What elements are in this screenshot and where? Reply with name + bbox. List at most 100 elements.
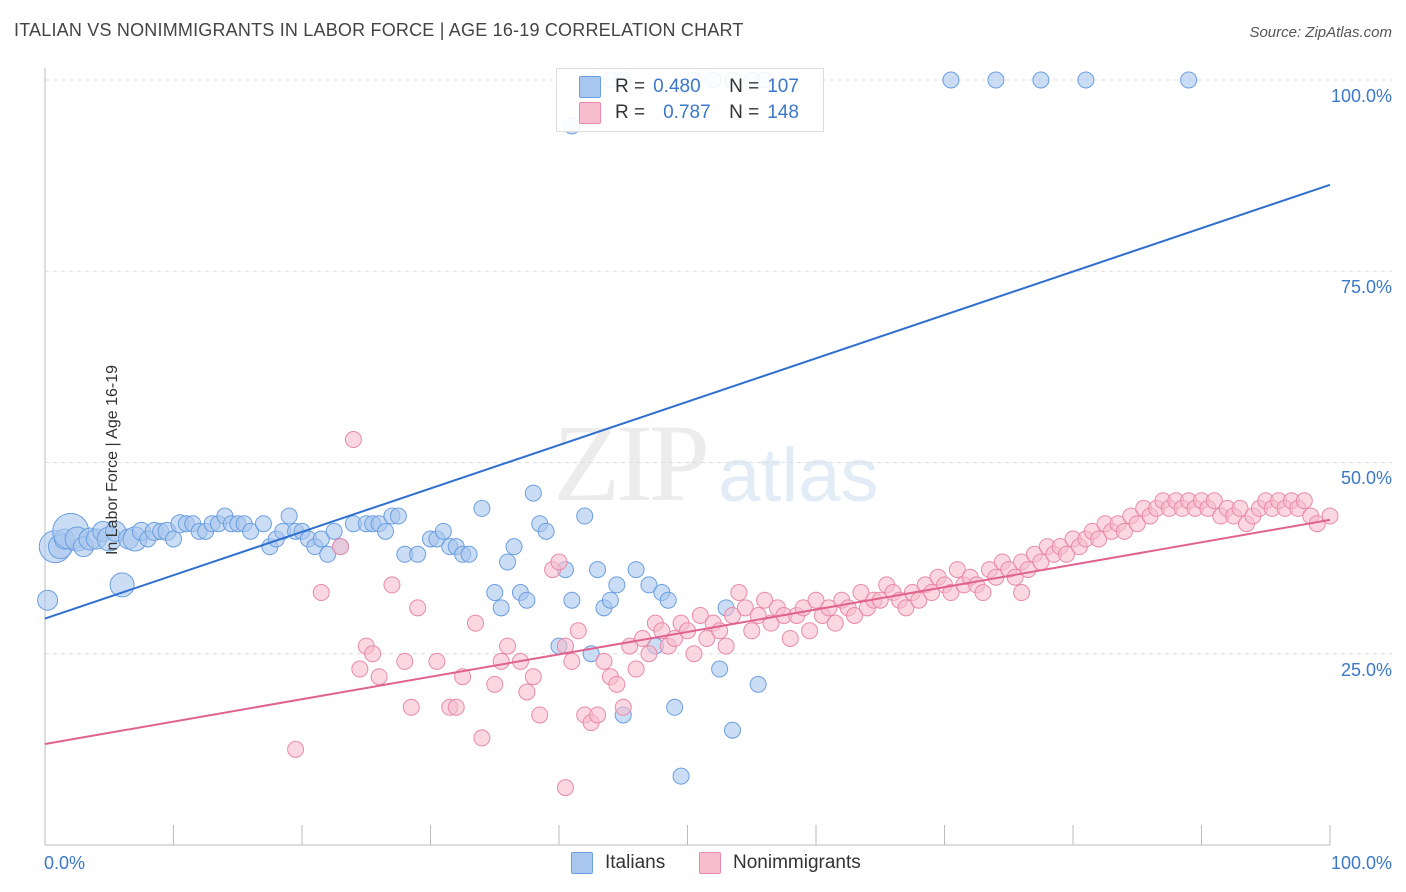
nonimmigrants-point: [466, 614, 484, 632]
nonimmigrants-point: [409, 599, 427, 617]
nonimmigrants-point: [762, 614, 780, 632]
italians-point: [723, 721, 741, 739]
nonimmigrants-point: [595, 652, 613, 670]
italians-point: [242, 522, 260, 540]
nonimmigrants-point: [332, 538, 350, 556]
r-label: R =: [615, 102, 646, 123]
italians-point: [165, 530, 182, 548]
x-tick-100: 100.0%: [1330, 853, 1392, 873]
italians-trend-line: [44, 183, 1331, 620]
italians-point: [942, 71, 960, 89]
nonimmigrants-point: [846, 607, 864, 624]
nonimmigrants-point: [569, 622, 587, 640]
italians-point: [576, 507, 594, 525]
n-label: N =: [729, 76, 760, 97]
italians-point: [640, 576, 658, 594]
legend-row-italians: R = 0.480 N = 107: [579, 74, 799, 100]
n-value: 148: [767, 102, 799, 123]
stats-legend: R = 0.480 N = 107 R = 0.787 N = 148: [556, 68, 824, 132]
italians-point: [460, 545, 478, 563]
r-value: 0.787: [663, 102, 711, 123]
italians-point: [563, 591, 581, 609]
nonimmigrants-point: [550, 553, 568, 571]
nonimmigrants-point: [556, 779, 574, 797]
italians-point: [524, 484, 542, 502]
italians-point: [254, 515, 272, 533]
italians-point: [711, 660, 729, 678]
nonimmigrants-point: [691, 607, 709, 624]
italians-point: [987, 71, 1005, 89]
italians-point: [492, 599, 510, 617]
italians-swatch: [579, 76, 601, 98]
nonimmigrants-point: [287, 740, 305, 758]
chart-title: ITALIAN VS NONIMMIGRANTS IN LABOR FORCE …: [14, 20, 744, 40]
italians-point: [389, 507, 407, 525]
nonimmigrants-point: [1115, 522, 1133, 540]
nonimmigrants-point: [312, 584, 330, 602]
nonimmigrants-point: [344, 431, 362, 449]
nonimmigrants-point: [589, 706, 607, 724]
nonimmigrants-point: [743, 622, 761, 640]
italians-point: [659, 591, 677, 609]
italians-point: [537, 522, 555, 540]
italians-point: [486, 584, 504, 602]
italians-point: [601, 591, 619, 609]
legend-nonimmigrants: Nonimmigrants: [699, 852, 861, 874]
italians-point: [325, 522, 343, 540]
italians-point: [1032, 71, 1050, 89]
nonimmigrants-point: [852, 584, 870, 602]
legend-italians: Italians: [571, 852, 665, 874]
nonimmigrants-point: [614, 698, 632, 716]
nonimmigrants-point: [486, 675, 504, 693]
nonimmigrants-point: [801, 622, 819, 640]
italians-point: [473, 499, 491, 517]
italians-point: [672, 767, 690, 785]
nonimmigrants-point: [364, 645, 382, 663]
italians-point: [608, 576, 626, 594]
nonimmigrants-point: [698, 629, 716, 647]
x-tick-0: 0.0%: [44, 853, 86, 873]
n-label: N =: [729, 102, 760, 123]
nonimmigrants-point: [897, 599, 915, 617]
nonimmigrants-legend-label: Nonimmigrants: [733, 852, 861, 873]
nonimmigrants-point: [524, 668, 542, 686]
nonimmigrants-point: [942, 584, 960, 602]
nonimmigrants-point: [383, 576, 401, 594]
nonimmigrants-point: [948, 561, 966, 579]
y-tick-75: 75.0%: [1340, 277, 1392, 297]
r-value: 0.480: [653, 76, 701, 97]
nonimmigrants-point: [756, 591, 774, 609]
italians-point: [627, 561, 645, 579]
nonimmigrants-point: [627, 660, 645, 678]
italians-point: [749, 675, 767, 693]
italians-point: [1077, 71, 1095, 89]
nonimmigrants-point: [402, 698, 420, 716]
italians-legend-label: Italians: [605, 852, 666, 873]
nonimmigrants-swatch: [579, 102, 601, 124]
y-tick-25: 25.0%: [1340, 660, 1392, 680]
italians-point: [1180, 71, 1198, 89]
legend-row-nonimmigrants: R = 0.787 N = 148: [579, 100, 799, 126]
nonimmigrants-point: [685, 645, 703, 663]
italians-point: [409, 545, 427, 563]
nonimmigrants-point: [640, 645, 658, 663]
nonimmigrants-point: [492, 652, 510, 670]
nonimmigrants-point: [781, 629, 799, 647]
nonimmigrants-point: [1058, 545, 1076, 563]
nonimmigrants-point: [428, 652, 446, 670]
y-axis-label: In Labor Force | Age 16-19: [104, 364, 122, 556]
nonimmigrants-point: [1128, 515, 1146, 533]
italians-point: [518, 591, 536, 609]
nonimmigrants-point: [608, 675, 626, 693]
nonimmigrants-point: [518, 683, 536, 701]
r-label: R =: [615, 76, 646, 97]
n-value: 107: [767, 76, 799, 97]
italians-point: [589, 561, 607, 579]
italians-point: [280, 507, 298, 525]
nonimmigrants-point: [563, 652, 581, 670]
nonimmigrants-point: [1090, 530, 1108, 548]
italians-legend-swatch: [571, 852, 593, 874]
nonimmigrants-point: [370, 668, 388, 686]
italians-point: [319, 545, 337, 563]
nonimmigrants-point: [396, 652, 414, 670]
